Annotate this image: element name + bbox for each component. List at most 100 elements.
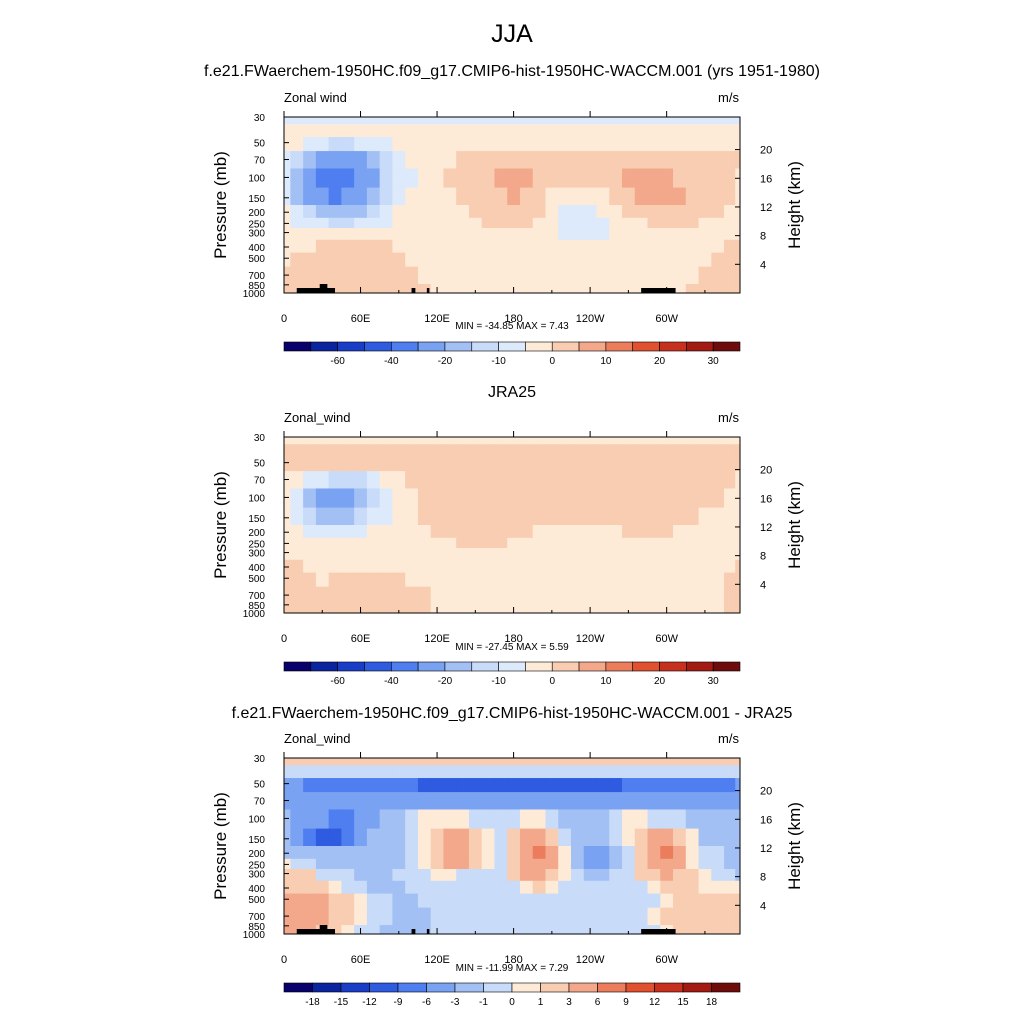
- field-cell: [379, 604, 394, 613]
- panel-2-contour-field: [284, 437, 740, 613]
- field-cell: [634, 858, 649, 870]
- field-cell: [481, 227, 496, 241]
- field-cell: [417, 488, 432, 509]
- field-cell: [622, 880, 636, 895]
- x-tick-label: 180: [504, 633, 522, 645]
- field-cell: [532, 604, 547, 613]
- field-cell: [545, 868, 559, 882]
- field-cell: [545, 239, 559, 254]
- field-cell: [507, 137, 521, 152]
- field-cell: [735, 765, 740, 779]
- field-cell: [392, 537, 406, 549]
- field-cell: [570, 572, 585, 588]
- field-cell: [596, 437, 610, 445]
- field-cell: [354, 537, 368, 549]
- field-cell: [290, 168, 304, 189]
- field-cell: [405, 205, 419, 219]
- field-cell: [698, 572, 712, 588]
- field-cell: [392, 586, 406, 605]
- field-cell: [673, 792, 687, 811]
- field-cell: [545, 809, 559, 830]
- field-cell: [341, 586, 355, 605]
- field-cell: [698, 525, 712, 539]
- field-cell: [558, 765, 572, 779]
- field-cell: [481, 117, 496, 125]
- field-cell: [570, 880, 585, 895]
- field-cell: [366, 809, 381, 830]
- field-cell: [341, 907, 355, 926]
- field-cell: [290, 572, 304, 588]
- field-cell: [711, 604, 725, 613]
- field-cell: [724, 925, 736, 934]
- field-cell: [341, 252, 355, 268]
- panel-2-variable-label: Zonal_wind: [284, 410, 351, 425]
- height-tick-label: 16: [760, 173, 772, 185]
- field-cell: [284, 846, 291, 860]
- field-cell: [622, 778, 636, 793]
- field-cell: [711, 758, 725, 766]
- field-cell: [711, 205, 725, 219]
- field-cell: [379, 137, 394, 152]
- field-cell: [583, 437, 598, 445]
- field-cell: [711, 284, 725, 293]
- pressure-tick-label: 300: [248, 870, 265, 881]
- field-cell: [392, 117, 406, 125]
- field-cell: [545, 525, 559, 539]
- field-cell: [660, 117, 674, 125]
- field-cell: [673, 239, 687, 254]
- field-cell: [609, 868, 623, 882]
- field-cell: [647, 124, 661, 138]
- field-cell: [328, 868, 342, 882]
- field-cell: [519, 925, 534, 934]
- field-cell: [341, 507, 355, 526]
- x-tick-label: 0: [281, 954, 287, 966]
- field-cell: [392, 266, 406, 285]
- field-cell: [609, 151, 623, 170]
- field-cell: [685, 893, 700, 909]
- field-cell: [443, 205, 457, 219]
- field-cell: [405, 907, 419, 926]
- field-cell: [430, 868, 445, 882]
- field-cell: [519, 471, 534, 490]
- field-cell: [724, 525, 736, 539]
- field-cell: [647, 778, 661, 793]
- field-cell: [303, 437, 317, 445]
- field-cell: [443, 925, 457, 934]
- pressure-tick-label: 850: [248, 281, 265, 292]
- field-cell: [570, 792, 585, 811]
- field-cell: [507, 168, 521, 189]
- colorbar-swatch: [578, 341, 607, 352]
- field-cell: [405, 239, 419, 254]
- field-cell: [328, 858, 342, 870]
- field-cell: [735, 284, 740, 293]
- field-cell: [303, 828, 317, 847]
- field-cell: [315, 471, 330, 490]
- field-cell: [609, 124, 623, 138]
- field-cell: [481, 205, 496, 219]
- field-cell: [609, 792, 623, 811]
- field-cell: [494, 868, 508, 882]
- topography-block: [319, 284, 328, 293]
- field-cell: [634, 488, 649, 509]
- colorbar-label: -18: [305, 997, 320, 1008]
- field-cell: [596, 537, 610, 549]
- field-cell: [354, 507, 368, 526]
- field-cell: [328, 525, 342, 539]
- field-cell: [303, 117, 317, 125]
- field-cell: [519, 792, 534, 811]
- field-cell: [609, 880, 623, 895]
- field-cell: [328, 117, 342, 125]
- field-cell: [660, 124, 674, 138]
- field-cell: [443, 778, 457, 793]
- field-cell: [284, 187, 291, 206]
- field-cell: [698, 907, 712, 926]
- field-cell: [596, 239, 610, 254]
- field-cell: [634, 893, 649, 909]
- field-cell: [673, 778, 687, 793]
- field-cell: [284, 604, 291, 613]
- field-cell: [698, 559, 712, 574]
- field-cell: [284, 444, 291, 458]
- field-cell: [634, 758, 649, 766]
- field-cell: [660, 907, 674, 926]
- field-cell: [570, 471, 585, 490]
